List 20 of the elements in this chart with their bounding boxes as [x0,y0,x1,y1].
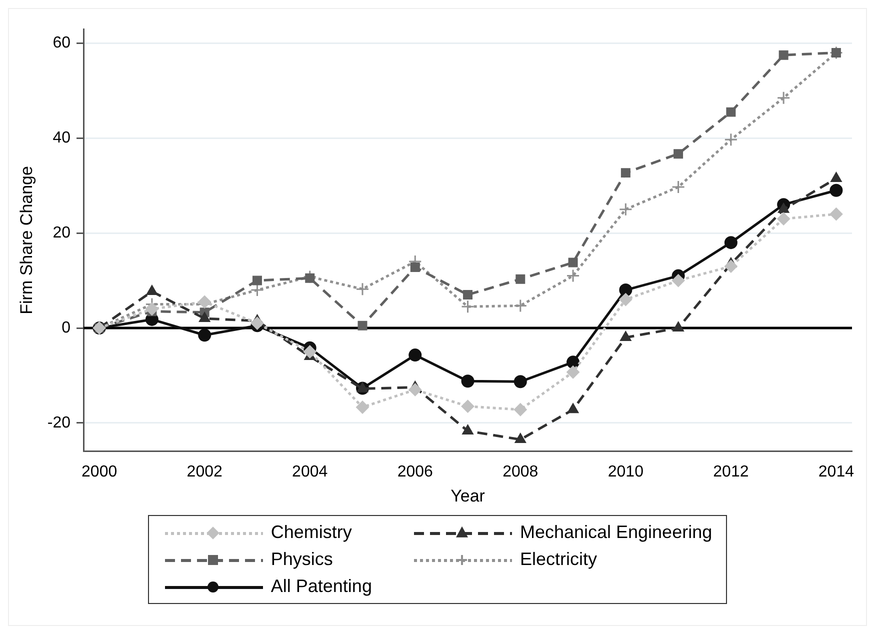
x-tick-label: 2000 [82,463,118,480]
x-axis-title: Year [450,486,486,506]
y-tick-label: 60 [52,34,71,52]
x-tick-label: 2012 [713,463,749,480]
legend-label: Electricity [520,549,597,570]
x-tick-label: 2014 [818,463,854,480]
y-tick-label: 20 [52,224,71,242]
y-tick-label: 40 [52,130,71,147]
x-tick-label: 2010 [608,463,644,480]
y-tick-label: -20 [47,414,71,432]
y-tick-label: 0 [62,319,71,336]
legend-label: Chemistry [270,522,352,543]
legend-label: Mechanical Engineering [520,522,712,543]
x-tick-label: 2002 [186,463,222,480]
legend-label: Physics [270,549,333,570]
x-tick-label: 2006 [397,463,434,480]
x-tick-label: 2008 [502,463,538,480]
legend-label: All Patenting [270,576,372,597]
y-axis-title: Firm Share Change [16,166,36,314]
x-tick-label: 2004 [292,463,328,480]
